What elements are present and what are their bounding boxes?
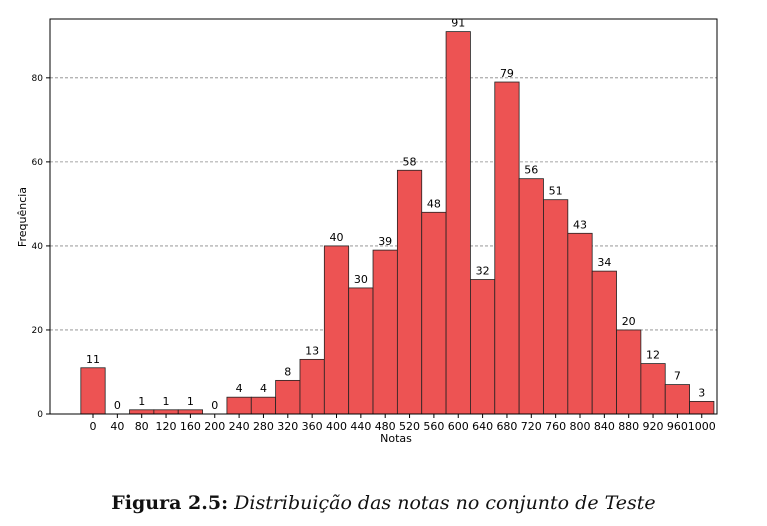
x-tick-label: 200 bbox=[204, 420, 225, 433]
x-tick-label: 880 bbox=[618, 420, 639, 433]
bar bbox=[275, 379, 301, 415]
bar bbox=[494, 81, 520, 415]
bar bbox=[348, 287, 374, 415]
bar-value-label: 39 bbox=[378, 235, 392, 248]
bar bbox=[664, 384, 690, 415]
bar-value-label: 51 bbox=[549, 185, 563, 198]
x-tick-label: 520 bbox=[399, 420, 420, 433]
bar bbox=[250, 396, 277, 415]
bar bbox=[372, 249, 398, 415]
x-tick-label: 440 bbox=[350, 420, 371, 433]
bar-value-label: 0 bbox=[114, 399, 121, 412]
x-tick-label: 80 bbox=[135, 420, 149, 433]
bar bbox=[640, 363, 666, 415]
y-tick-label: 40 bbox=[32, 242, 44, 252]
bar bbox=[80, 367, 106, 415]
bar-value-label: 43 bbox=[573, 218, 587, 231]
x-tick-label: 280 bbox=[253, 420, 274, 433]
bar bbox=[299, 358, 325, 415]
bar-value-label: 4 bbox=[236, 382, 243, 395]
bar bbox=[129, 409, 155, 415]
x-tick-label: 680 bbox=[496, 420, 517, 433]
bar bbox=[177, 409, 203, 415]
bar-value-label: 56 bbox=[524, 164, 538, 177]
bar-value-label: 34 bbox=[597, 256, 611, 269]
bar-value-label: 30 bbox=[354, 273, 368, 286]
x-tick-label: 840 bbox=[594, 420, 615, 433]
x-tick-label: 480 bbox=[375, 420, 396, 433]
bar-value-label: 8 bbox=[284, 365, 291, 378]
x-tick-label: 0 bbox=[90, 420, 97, 433]
bar-value-label: 0 bbox=[211, 399, 218, 412]
bar-value-label: 3 bbox=[698, 386, 705, 399]
bar bbox=[470, 279, 496, 415]
y-tick-label: 20 bbox=[32, 326, 44, 336]
bar-value-label: 4 bbox=[260, 382, 267, 395]
bars bbox=[80, 31, 715, 415]
bar bbox=[616, 329, 642, 415]
x-tick-label: 360 bbox=[302, 420, 323, 433]
bar-value-label: 7 bbox=[674, 370, 681, 383]
x-tick-label: 40 bbox=[110, 420, 124, 433]
bar-value-label: 13 bbox=[305, 344, 319, 357]
bar-value-label: 32 bbox=[476, 265, 490, 278]
histogram-chart: 110 1 1 1 04 48134030395848913279565143342012… bbox=[16, 17, 718, 445]
x-tick-label: 920 bbox=[643, 420, 664, 433]
x-tick-label: 160 bbox=[180, 420, 201, 433]
bar-value-label: 1 bbox=[187, 395, 194, 408]
x-tick-label: 960 bbox=[667, 420, 688, 433]
figure-caption: Figura 2.5: Distribuição das notas no co… bbox=[0, 492, 767, 514]
bar-value-label: 11 bbox=[86, 353, 100, 366]
bar bbox=[518, 178, 544, 415]
y-axis-label: Frequência bbox=[16, 187, 29, 247]
bar bbox=[396, 169, 423, 415]
x-tick-label: 120 bbox=[156, 420, 177, 433]
bar-value-label: 1 bbox=[138, 395, 145, 408]
x-tick-label: 800 bbox=[570, 420, 591, 433]
bar-value-label: 12 bbox=[646, 349, 660, 362]
bar bbox=[421, 211, 447, 415]
bar-value-label: 79 bbox=[500, 67, 514, 80]
bar-value-label: 91 bbox=[451, 17, 465, 30]
x-axis-label: Notas bbox=[380, 432, 412, 445]
bar-value-label: 20 bbox=[622, 315, 636, 328]
bar bbox=[226, 396, 252, 415]
bar bbox=[153, 409, 179, 415]
bar bbox=[543, 199, 569, 415]
x-tick-label: 600 bbox=[448, 420, 469, 433]
x-tick-label: 760 bbox=[545, 420, 566, 433]
y-tick-label: 80 bbox=[32, 74, 44, 84]
bar bbox=[323, 245, 350, 415]
x-tick-label: 320 bbox=[277, 420, 298, 433]
y-tick-label: 60 bbox=[32, 158, 44, 168]
x-tick-label: 1000 bbox=[688, 420, 716, 433]
x-tick-label: 240 bbox=[229, 420, 250, 433]
x-tick-label: 400 bbox=[326, 420, 347, 433]
y-axis-ticks: 0 20 40 60 80 bbox=[32, 74, 50, 420]
bar bbox=[445, 31, 471, 415]
data-labels: 110 1 1 1 04 48134030395848913279565143342012… bbox=[86, 17, 705, 412]
caption-text: Distribuição das notas no conjunto de Te… bbox=[234, 492, 656, 514]
bar bbox=[689, 400, 715, 415]
x-tick-label: 640 bbox=[472, 420, 493, 433]
y-tick-label: 0 bbox=[37, 410, 43, 420]
x-axis-ticks: 0 40 80 120 160 200 240 280 320 360 400 440 480 520 56… bbox=[90, 414, 716, 433]
bar-value-label: 1 bbox=[163, 395, 170, 408]
bar-value-label: 48 bbox=[427, 197, 441, 210]
bar bbox=[567, 232, 593, 415]
bar-value-label: 40 bbox=[330, 231, 344, 244]
caption-prefix: Figura 2.5: bbox=[111, 492, 229, 514]
plot-frame bbox=[49, 18, 718, 415]
bar bbox=[591, 270, 617, 415]
x-tick-label: 560 bbox=[423, 420, 444, 433]
x-tick-label: 720 bbox=[521, 420, 542, 433]
bar-value-label: 58 bbox=[403, 155, 417, 168]
